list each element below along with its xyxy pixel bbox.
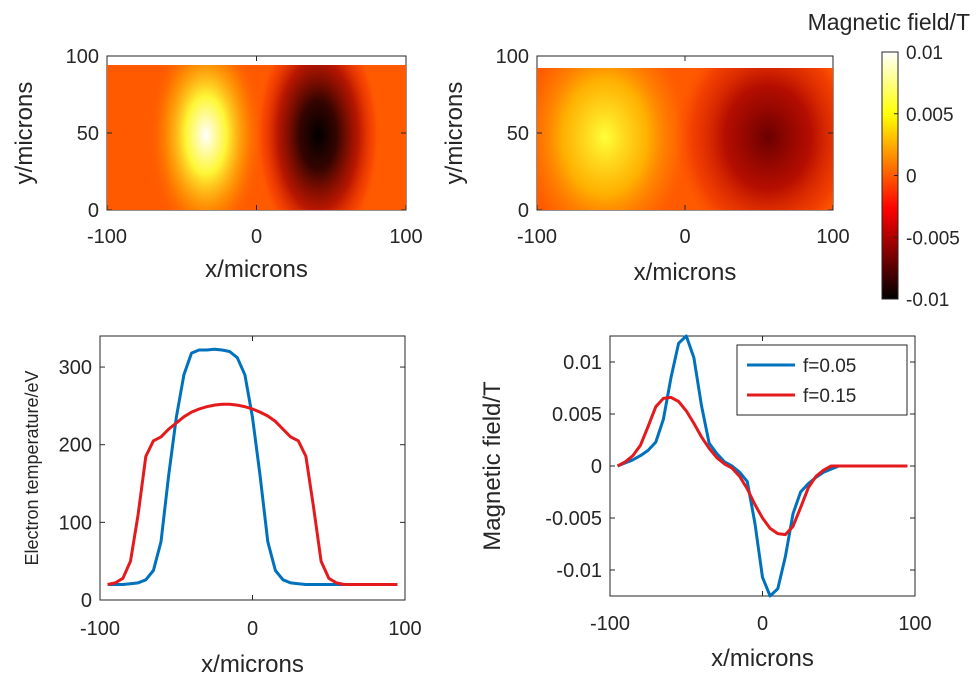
y-axis-label: y/microns [11, 82, 38, 185]
y-tick-label: 0 [81, 590, 92, 612]
x-tick-label: 0 [251, 226, 262, 248]
x-tick-label: 100 [816, 226, 849, 248]
x-axis-label: x/microns [711, 645, 814, 672]
x-axis-label: x/microns [634, 259, 737, 286]
positive-lobe [537, 68, 690, 210]
colorbar-title: Magnetic field/T [808, 9, 970, 35]
heatmap-top-right: -100 0 100 0 50 100 x/microns y/microns [441, 46, 850, 286]
y-tick-label: 50 [507, 123, 529, 145]
x-tick-label: 0 [247, 618, 258, 640]
x-tick-label: -100 [517, 226, 557, 248]
y-tick-label: 0 [591, 456, 602, 478]
series-line-2 [616, 395, 908, 537]
negative-lobe [673, 68, 833, 210]
legend-entry: f=0.15 [803, 386, 856, 407]
x-axis-label: x/microns [205, 256, 308, 283]
colorbar-tick-label: 0.01 [906, 43, 943, 64]
colorbar-tick-label: 0 [906, 167, 917, 188]
y-tick-label: 0 [518, 200, 529, 222]
y-axis-label: Electron temperature/eV [22, 370, 42, 565]
legend-entry: f=0.05 [803, 356, 856, 377]
x-axis-label: x/microns [201, 651, 304, 678]
legend-box [736, 344, 908, 416]
x-tick-label: -100 [80, 618, 120, 640]
x-tick-label: 100 [388, 618, 421, 640]
y-tick-label: 100 [496, 46, 529, 68]
y-tick-label: 0 [88, 200, 99, 222]
y-tick-label: -0.01 [556, 560, 602, 582]
y-tick-label: 50 [77, 123, 99, 145]
heatmap-top-left: -100 0 100 0 50 100 x/microns y/microns [11, 46, 423, 283]
y-tick-label: -0.005 [545, 508, 602, 530]
negative-lobe [256, 65, 380, 210]
x-tick-label: 100 [898, 613, 931, 635]
x-tick-label: -100 [590, 613, 630, 635]
axes-box [99, 335, 406, 601]
x-tick-label: 100 [389, 226, 422, 248]
line-chart-bottom-left: -100 0 100 0 100 200 300 x/microns Electron temp… [22, 335, 422, 678]
series-line-2 [107, 402, 398, 586]
y-tick-label: 100 [66, 46, 99, 68]
x-tick-label: 0 [757, 613, 768, 635]
y-tick-label: 0.01 [563, 352, 602, 374]
legend: f=0.05 f=0.15 [736, 344, 908, 416]
positive-lobe [148, 65, 264, 210]
y-tick-label: 200 [59, 435, 92, 457]
x-tick-label: -100 [87, 226, 127, 248]
colorbar-tick-label: 0.005 [906, 105, 954, 126]
y-tick-label: 100 [59, 512, 92, 534]
colorbar: Magnetic field/T 0.01 0.005 0 -0.005 -0.01 [808, 9, 970, 311]
colorbar-tick-label: -0.01 [906, 290, 949, 311]
y-tick-label: 300 [59, 357, 92, 379]
colorbar-tick-label: -0.005 [906, 228, 960, 249]
x-tick-label: 0 [679, 226, 690, 248]
y-tick-label: 0.005 [552, 404, 602, 426]
y-axis-label: Magnetic field/T [479, 381, 506, 551]
line-chart-bottom-right: -100 0 100 0.01 0.005 0 -0.005 -0.01 x/microns Ma… [479, 334, 932, 672]
y-axis-label: y/microns [441, 82, 468, 185]
